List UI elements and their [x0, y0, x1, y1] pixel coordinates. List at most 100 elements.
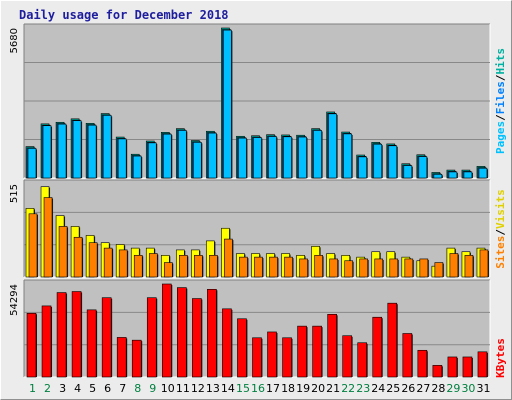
bar-pages-day-19 — [298, 136, 307, 179]
bar-kbytes-day-26 — [402, 333, 413, 378]
legend-sites: Sites — [494, 236, 507, 269]
bar-sites-day-4 — [73, 236, 83, 278]
x-tick-label-day-23: 23 — [356, 382, 370, 395]
bar-kbytes-day-2 — [41, 305, 52, 378]
x-tick-label-day-30: 30 — [461, 382, 475, 395]
x-tick-label-day-15: 15 — [236, 382, 250, 395]
legend-panel-1-text: Pages/Files/Hits — [494, 48, 507, 154]
legend-separator: / — [494, 74, 507, 81]
bar-kbytes-day-14 — [222, 308, 232, 378]
x-tick-label-day-2: 2 — [44, 382, 51, 395]
bar-sites-day-31 — [479, 249, 489, 278]
x-tick-label-day-20: 20 — [311, 382, 325, 395]
bar-pages-day-17 — [268, 136, 277, 179]
bar-pages-day-4 — [72, 120, 82, 179]
legend-files: Files — [494, 81, 507, 114]
x-tick-label-day-29: 29 — [446, 382, 460, 395]
chart-title: Daily usage for December 2018 — [19, 8, 229, 22]
bar-kbytes-day-18 — [282, 337, 292, 378]
bar-pages-day-24 — [373, 143, 383, 179]
y-axis-max-label: 515 — [9, 184, 20, 203]
bar-pages-day-10 — [162, 133, 172, 179]
bar-kbytes-day-4 — [71, 291, 82, 378]
x-tick-label-day-5: 5 — [89, 382, 96, 395]
bar-sites-day-10 — [163, 262, 173, 278]
bar-sites-day-19 — [299, 258, 308, 278]
legend-kbytes: KBytes — [494, 338, 507, 378]
x-tick-label-day-22: 22 — [341, 382, 355, 395]
bar-pages-day-6 — [102, 115, 112, 179]
x-tick-label-day-14: 14 — [221, 382, 235, 395]
bar-kbytes-day-1 — [26, 312, 37, 378]
bar-pages-day-8 — [132, 155, 142, 179]
bar-pages-day-18 — [283, 136, 292, 179]
bar-sites-day-14 — [224, 238, 233, 278]
x-tick-label-day-27: 27 — [416, 382, 430, 395]
bar-kbytes-day-21 — [327, 314, 337, 378]
x-tick-label-day-4: 4 — [74, 382, 81, 395]
legend-visits: Visits — [494, 189, 507, 229]
bar-sites-day-5 — [88, 242, 98, 278]
bar-pages-day-31 — [478, 167, 488, 179]
bar-pages-day-23 — [358, 156, 368, 179]
bar-pages-day-28 — [433, 174, 443, 179]
bar-kbytes-day-3 — [56, 292, 67, 378]
bar-kbytes-day-9 — [146, 297, 157, 378]
bar-kbytes-day-27 — [417, 349, 428, 378]
x-tick-label-day-24: 24 — [371, 382, 385, 395]
bar-kbytes-day-7 — [116, 337, 127, 378]
bar-sites-day-18 — [284, 256, 293, 278]
x-tick-label-day-28: 28 — [431, 382, 445, 395]
bar-kbytes-day-29 — [447, 356, 458, 378]
bar-pages-day-29 — [448, 171, 458, 179]
bar-pages-day-12 — [193, 142, 202, 179]
x-tick-label-day-11: 11 — [176, 382, 190, 395]
bar-sites-day-21 — [329, 258, 338, 278]
bar-sites-day-2 — [43, 197, 53, 278]
x-tick-label-day-10: 10 — [161, 382, 175, 395]
bar-kbytes-day-31 — [477, 351, 488, 378]
bar-kbytes-day-5 — [86, 309, 97, 378]
bar-kbytes-day-10 — [161, 283, 172, 378]
legend-panel-1: Pages/Files/Hits — [494, 48, 507, 154]
bar-pages-day-30 — [463, 171, 473, 179]
bar-kbytes-day-16 — [252, 337, 262, 378]
bar-sites-day-7 — [118, 249, 128, 278]
bar-kbytes-day-8 — [131, 339, 142, 378]
legend-hits: Hits — [494, 48, 507, 75]
bar-pages-day-14 — [223, 29, 232, 179]
bar-kbytes-day-12 — [192, 298, 202, 378]
bar-kbytes-day-30 — [462, 356, 473, 378]
bar-sites-day-12 — [194, 255, 203, 278]
bar-pages-day-11 — [178, 130, 187, 179]
legend-pages: Pages — [494, 121, 507, 154]
x-tick-label-day-31: 31 — [476, 382, 490, 395]
x-tick-label-day-26: 26 — [401, 382, 415, 395]
bar-kbytes-day-20 — [312, 325, 322, 378]
bar-sites-day-13 — [209, 255, 218, 278]
bar-kbytes-day-23 — [357, 342, 368, 378]
bar-kbytes-day-24 — [372, 316, 383, 378]
x-tick-label-day-25: 25 — [386, 382, 400, 395]
x-tick-label-day-21: 21 — [326, 382, 340, 395]
bar-sites-day-22 — [344, 260, 353, 278]
bar-pages-day-2 — [42, 125, 52, 179]
bar-sites-day-3 — [58, 226, 68, 278]
bar-pages-day-22 — [343, 133, 352, 179]
x-tick-label-day-8: 8 — [134, 382, 141, 395]
legend-panel-3: KBytes — [494, 338, 507, 378]
x-tick-label-day-3: 3 — [59, 382, 66, 395]
bar-kbytes-day-13 — [207, 288, 217, 378]
bar-kbytes-day-19 — [297, 325, 307, 378]
bar-kbytes-day-6 — [101, 297, 112, 378]
x-tick-label-day-9: 9 — [149, 382, 156, 395]
bar-sites-day-29 — [449, 253, 459, 278]
bar-kbytes-day-15 — [237, 318, 247, 378]
bar-sites-day-27 — [419, 258, 429, 278]
bar-sites-day-6 — [103, 247, 113, 278]
legend-panel-3-text: KBytes — [494, 338, 507, 378]
bar-kbytes-day-22 — [342, 335, 352, 378]
bar-pages-day-20 — [313, 130, 322, 179]
y-axis-max-label: 5680 — [9, 28, 20, 53]
bar-pages-day-9 — [147, 142, 157, 179]
